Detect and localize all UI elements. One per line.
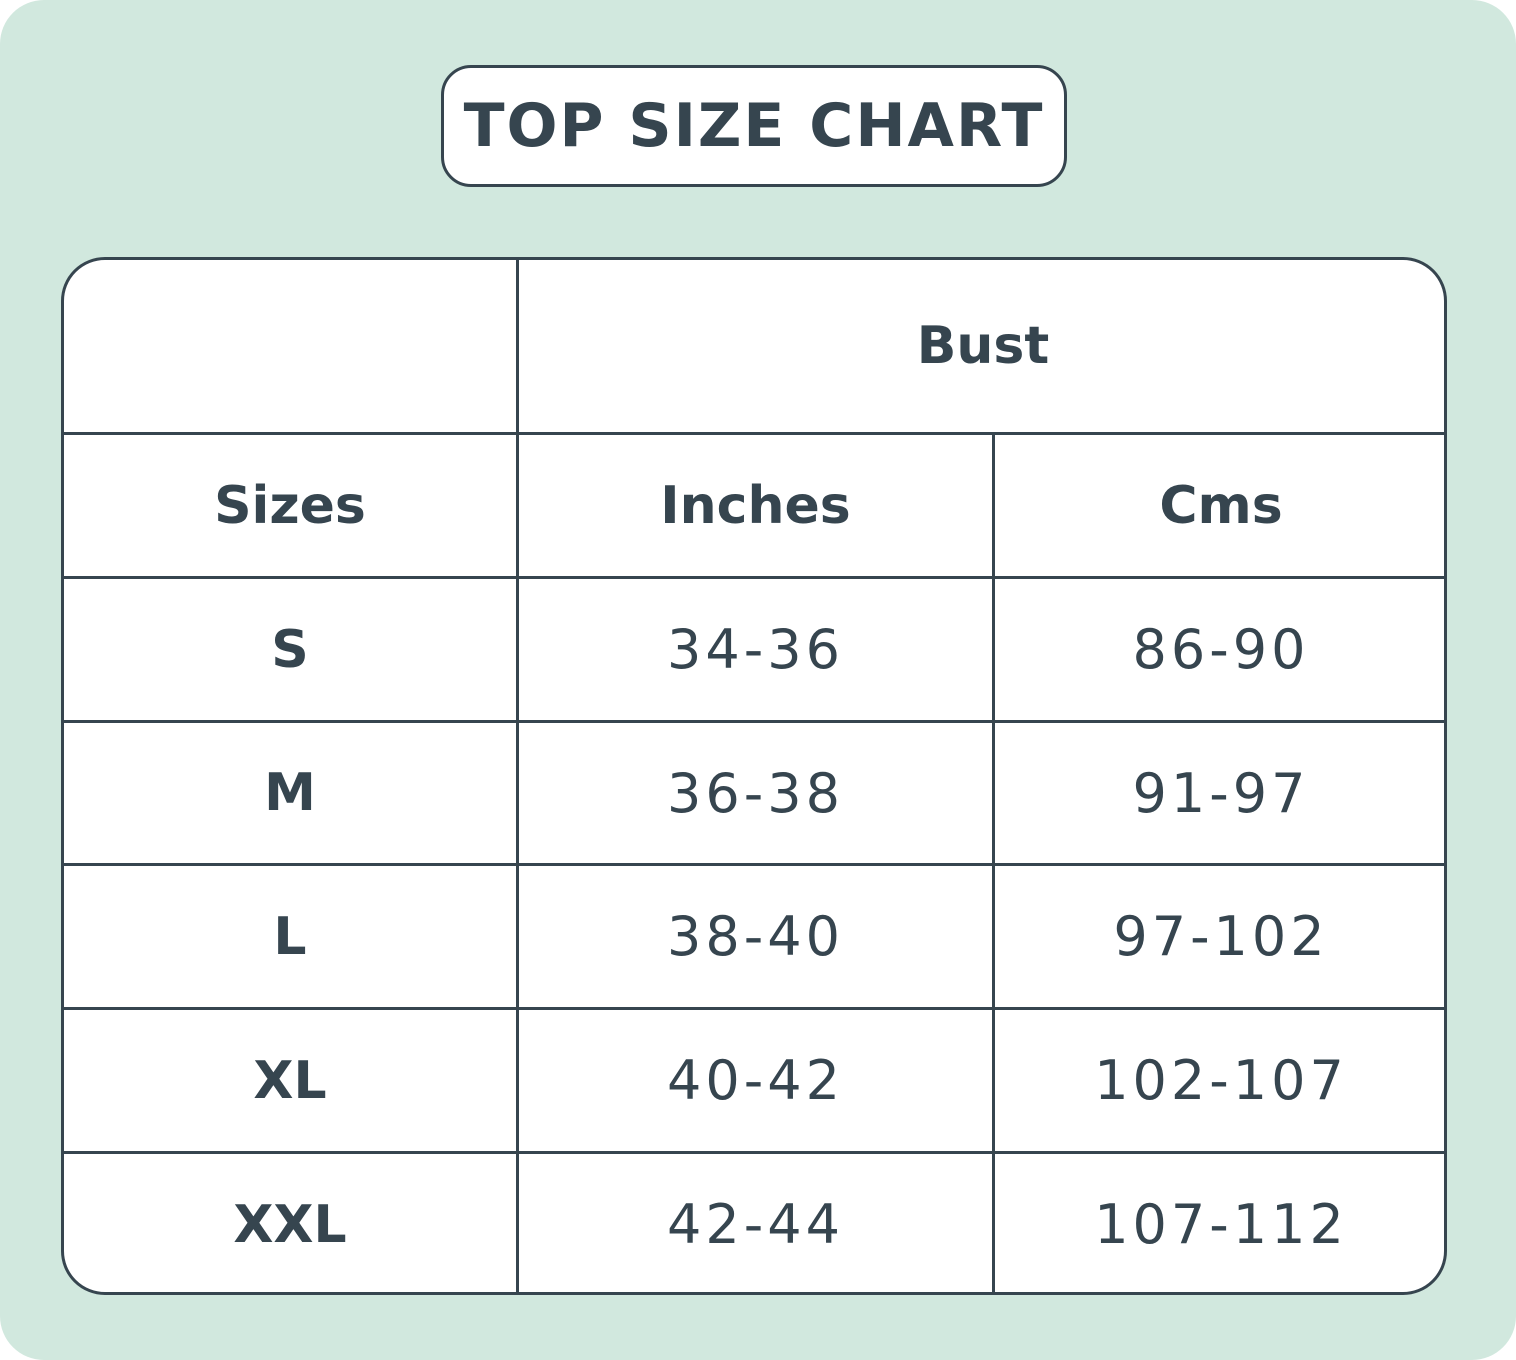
table-row-size: XL	[253, 1050, 327, 1111]
title-box: TOP SIZE CHART	[441, 65, 1067, 187]
column-header-cms: Cms	[1159, 475, 1283, 536]
table-row-cms: 97-102	[1113, 905, 1329, 968]
table-row-inches: 34-36	[667, 618, 844, 681]
column-divider	[992, 434, 995, 1292]
row-divider	[64, 720, 1444, 723]
table-row-cms: 102-107	[1094, 1049, 1348, 1112]
column-header-inches: Inches	[660, 475, 851, 536]
table-row-cms: 107-112	[1094, 1193, 1348, 1256]
table-row-inches: 38-40	[667, 905, 844, 968]
page-title: TOP SIZE CHART	[463, 91, 1045, 161]
row-divider	[64, 863, 1444, 866]
table-row-cms: 91-97	[1132, 761, 1310, 825]
group-header-bust: Bust	[916, 316, 1050, 376]
table-row-inches: 36-38	[667, 761, 844, 825]
table-row-inches: 42-44	[667, 1193, 844, 1256]
table-row-cms: 86-90	[1132, 618, 1310, 681]
column-header-sizes: Sizes	[214, 475, 366, 536]
column-divider	[516, 260, 519, 1292]
empty-corner-cell	[64, 260, 516, 432]
table-row-inches: 40-42	[667, 1049, 844, 1112]
size-table: Bust Sizes Inches Cms S 34-36 86-90 M 36…	[61, 257, 1447, 1295]
table-row-size: L	[273, 906, 307, 967]
table-row-size: S	[271, 619, 309, 680]
header-row-divider	[64, 432, 1444, 435]
row-divider	[64, 1007, 1444, 1010]
table-row-size: XXL	[233, 1194, 347, 1255]
columns-row-divider	[64, 576, 1444, 579]
row-divider	[64, 1151, 1444, 1154]
table-row-size: M	[264, 763, 316, 823]
